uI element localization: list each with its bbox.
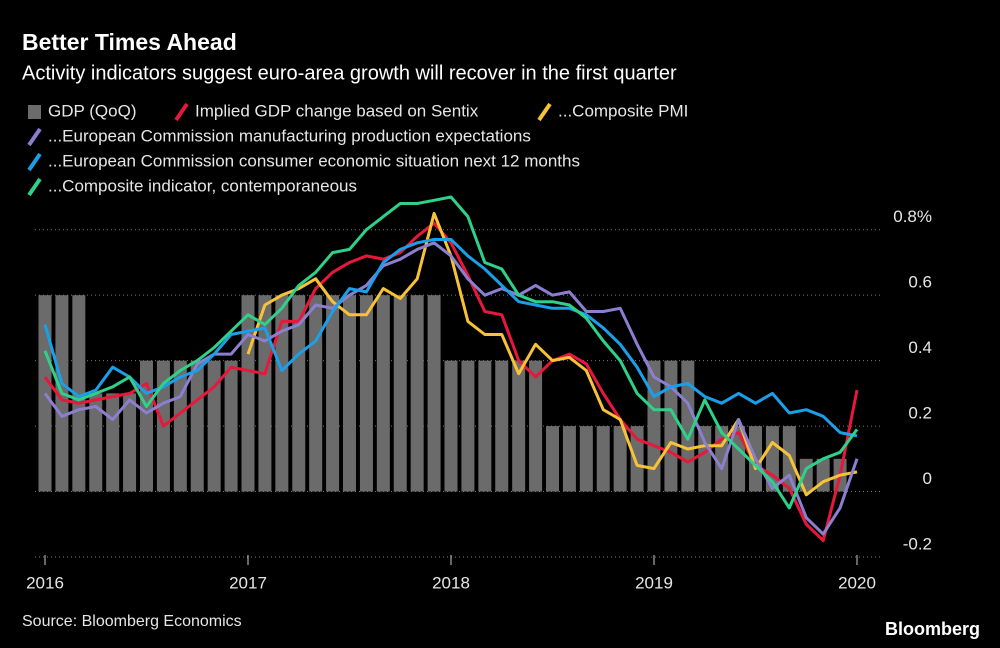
bar [359,295,373,492]
bar [106,393,120,492]
bar [190,360,204,492]
legend-label: Implied GDP change based on Sentix [195,101,479,120]
x-tick-label: 2018 [432,573,470,592]
logo: Bloomberg [885,619,980,639]
x-tick-label: 2020 [838,573,876,592]
bar [427,295,441,492]
y-tick-label: 0.2 [908,404,932,423]
bar [596,426,610,492]
bar [275,295,289,492]
bar [529,360,543,492]
source: Source: Bloomberg Economics [22,613,242,630]
bar [38,295,52,492]
series-line [43,238,858,438]
y-tick-label: 0.4 [908,338,932,357]
y-tick-label: -0.2 [903,534,932,553]
bar [393,295,407,492]
bar [376,295,390,492]
legend-swatch [27,152,42,172]
bar [562,426,576,492]
bar [512,360,526,492]
series-line [43,221,859,543]
legend-swatch [174,102,189,122]
legend-label: ...Composite indicator, contemporaneous [48,176,357,195]
bar [207,360,221,492]
bar [495,360,509,492]
bar [444,360,458,492]
bar [579,426,593,492]
x-tick-label: 2017 [229,573,267,592]
legend-swatch [28,105,41,119]
legend-swatch [537,102,552,122]
bar [546,426,559,492]
chart-title: Better Times Ahead [22,29,237,55]
bar [732,426,746,492]
bar [478,360,492,492]
legend-label: ...European Commission manufacturing pro… [48,126,531,145]
bar [343,295,356,492]
bar [461,360,475,492]
bar [613,426,627,492]
bar [309,295,323,492]
bar [224,360,238,492]
x-tick-label: 2016 [26,573,64,592]
legend-label: ...European Commission consumer economic… [48,151,580,170]
bar [241,295,255,492]
bar [664,360,678,492]
y-tick-label: 0 [923,469,932,488]
bar [258,295,272,492]
series-line [43,241,859,536]
legend-swatch [27,127,42,147]
legend-label: GDP (QoQ) [48,101,136,120]
bar [72,295,86,492]
legend-label: ...Composite PMI [558,101,688,120]
y-tick-label: 0.8% [893,207,932,226]
series-line [246,211,858,497]
series-line [43,195,859,510]
y-tick-label: 0.6 [908,273,932,292]
bar [410,295,424,492]
legend-swatch [27,177,42,197]
chart-subtitle: Activity indicators suggest euro-area gr… [22,62,677,84]
bar [765,426,779,492]
bar [630,426,644,492]
bar [140,360,153,492]
bar [698,426,712,492]
x-tick-label: 2019 [635,573,673,592]
bar [123,393,137,492]
bar [292,295,306,492]
bar [89,393,103,492]
bar [326,295,340,492]
